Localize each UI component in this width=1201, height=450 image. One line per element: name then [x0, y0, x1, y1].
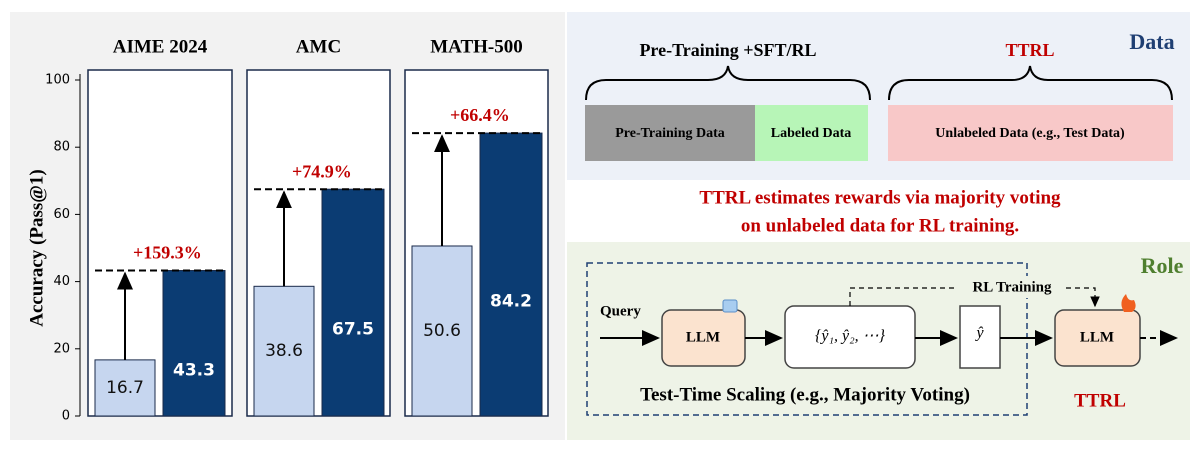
label-bg	[958, 276, 1066, 298]
value-label: 38.6	[265, 341, 303, 361]
tts-label: Test-Time Scaling (e.g., Majority Voting…	[640, 384, 970, 405]
outputs-label: {ŷ₁, ŷ₂, ⋯}	[815, 328, 886, 345]
box-label: Labeled Data	[771, 126, 852, 141]
charts: AIME 2024 0 20 40 60 80 100 Accuracy (Pass@1) 16…	[26, 36, 549, 424]
ttrl-label: TTRL	[1074, 390, 1126, 411]
data-title: Data	[1129, 29, 1174, 54]
answer-box	[959, 305, 1001, 369]
pretraining-label: Pre-Training +SFT/RL	[639, 40, 816, 60]
bar	[411, 245, 473, 417]
answer-label: ŷ	[974, 325, 984, 342]
role-title: Role	[1141, 253, 1184, 278]
bar	[479, 132, 543, 417]
panel-title: MATH-500	[430, 36, 523, 57]
y-tick-label: 40	[53, 274, 70, 289]
ttrl-label: TTRL	[1005, 40, 1054, 60]
brace	[585, 65, 871, 101]
y-axis-label: Accuracy (Pass@1)	[26, 169, 47, 327]
box	[755, 105, 868, 161]
fire-icon	[1121, 294, 1136, 312]
y-tick-label: 20	[53, 341, 70, 356]
box	[585, 105, 755, 161]
box-label: Pre-Training Data	[615, 126, 725, 141]
value-label: 67.5	[332, 320, 374, 340]
ice-icon	[722, 299, 738, 313]
caption: on unlabeled data for RL training.	[741, 215, 1019, 236]
panel-title: AMC	[296, 36, 341, 57]
bar	[94, 359, 156, 417]
gain-annotation: +159.3%	[133, 243, 202, 263]
value-label: 43.3	[173, 360, 215, 380]
gain-annotation: +74.9%	[292, 161, 352, 181]
panel-title: AIME 2024	[113, 36, 208, 57]
y-tick-label: 80	[53, 140, 70, 155]
y-tick-label: 0	[62, 409, 70, 424]
llm-label: LLM	[1080, 329, 1114, 345]
query-label: Query	[600, 303, 641, 319]
brace	[888, 65, 1173, 101]
y-tick-label: 100	[45, 73, 70, 88]
gain-annotation: +66.4%	[450, 105, 510, 125]
bar	[253, 285, 315, 417]
box	[888, 105, 1173, 161]
llm-label: LLM	[686, 329, 720, 345]
box-label: Unlabeled Data (e.g., Test Data)	[935, 126, 1125, 141]
rl-label: RL Training	[972, 279, 1052, 295]
caption: TTRL estimates rewards via majority voti…	[699, 187, 1061, 208]
value-label: 50.6	[423, 321, 461, 341]
rl-arrow	[849, 287, 1100, 308]
value-label: 16.7	[106, 378, 144, 398]
bar	[162, 270, 226, 417]
value-label: 84.2	[490, 292, 532, 312]
bar	[321, 188, 385, 417]
y-tick-label: 60	[53, 207, 70, 222]
